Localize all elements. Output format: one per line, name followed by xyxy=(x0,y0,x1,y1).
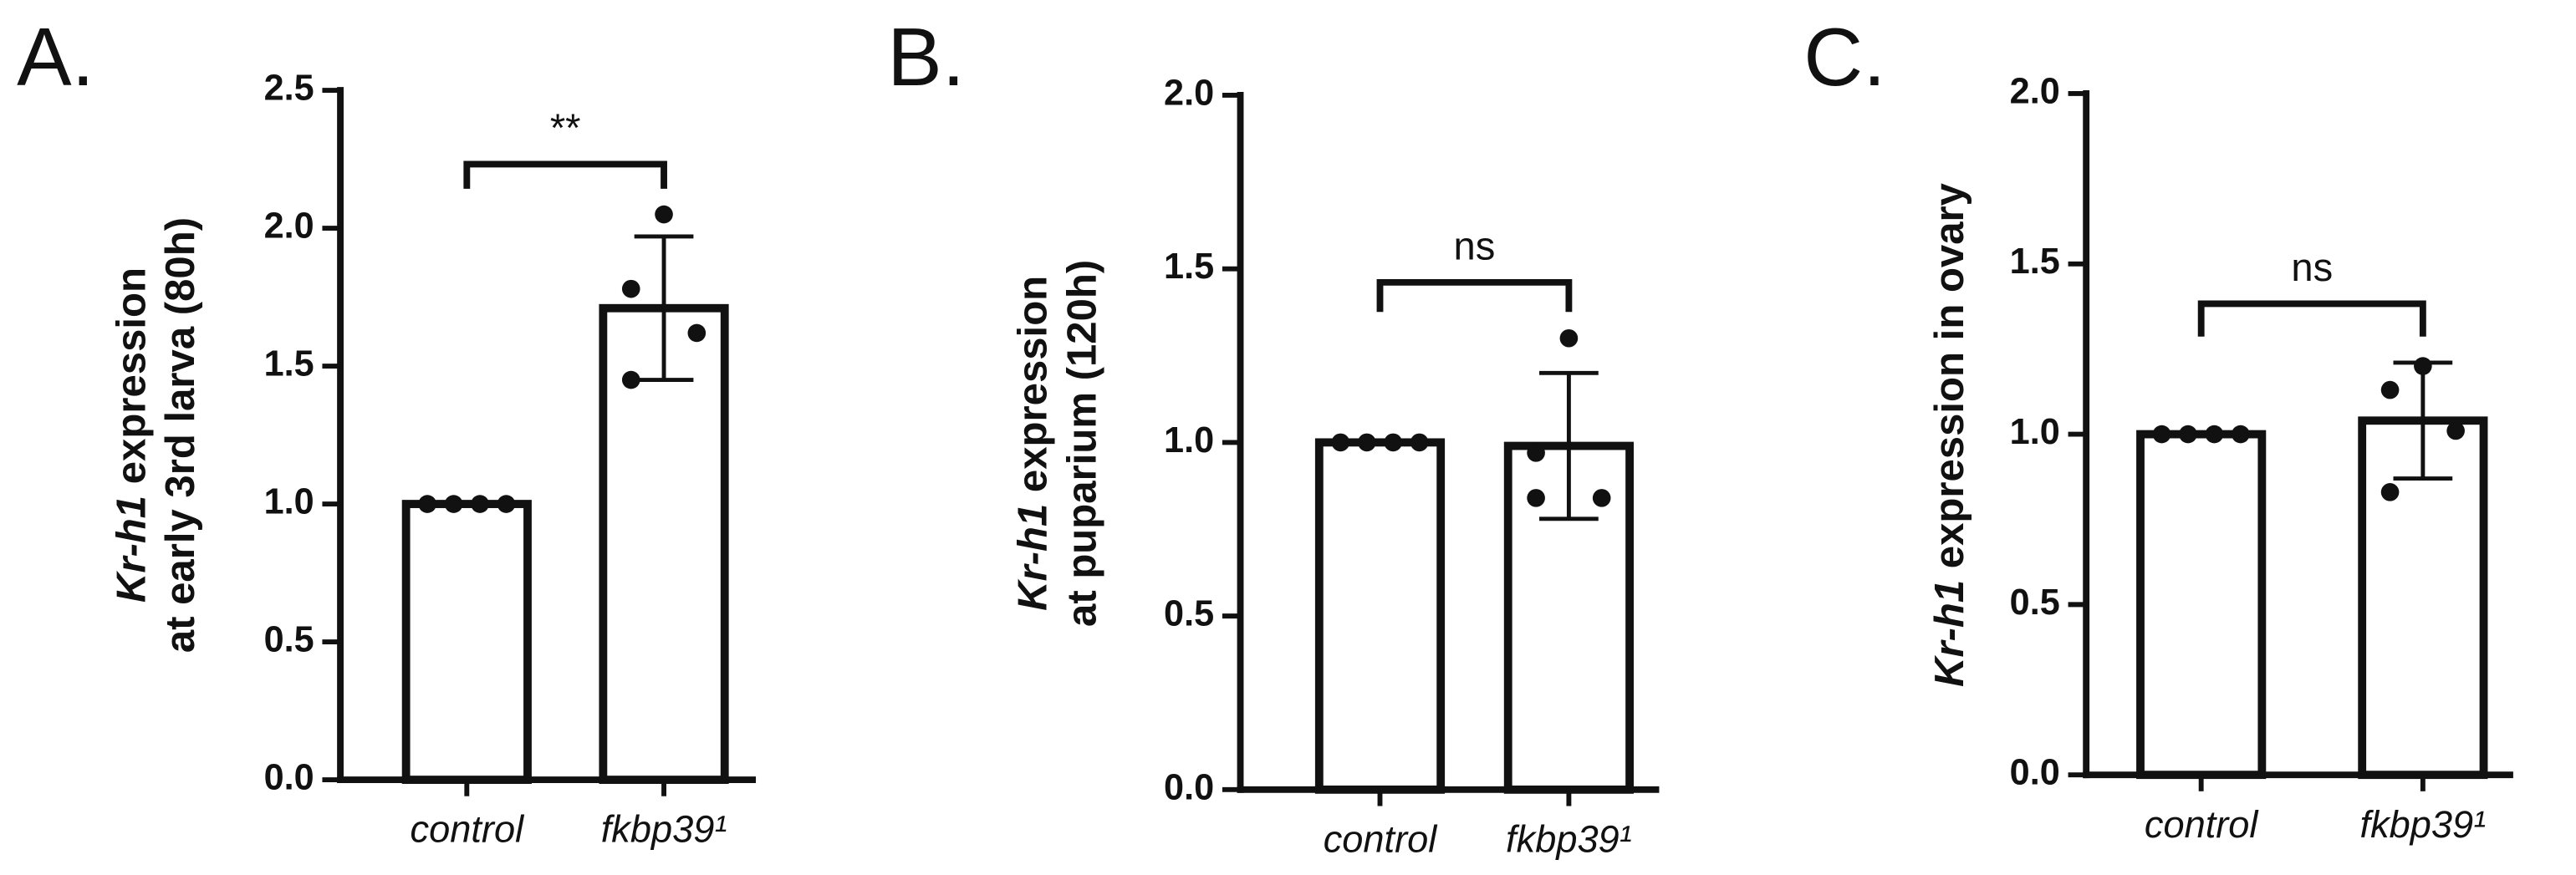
y-axis-label-text: expression xyxy=(109,267,154,496)
significance-bracket: ** xyxy=(463,105,667,189)
significance-label: ** xyxy=(550,105,581,150)
data-point xyxy=(1331,433,1350,452)
y-tick-label: 2.5 xyxy=(264,68,314,108)
panel-label: B. xyxy=(887,11,965,103)
y-tick-label: 2.0 xyxy=(2010,71,2060,111)
data-point xyxy=(2232,425,2250,444)
x-tick-label: control xyxy=(2145,803,2260,846)
y-axis-label-italic: Kr-h1 xyxy=(1011,504,1056,611)
y-tick-label: 1.0 xyxy=(264,481,314,521)
y-tick-label: 1.0 xyxy=(2010,412,2060,452)
data-point xyxy=(418,495,436,513)
x-tick-label: fkbp39¹ xyxy=(601,808,727,851)
y-tick-label: 0.0 xyxy=(2010,753,2060,793)
y-axis-label: Kr-h1 expression in ovary xyxy=(1927,182,1972,687)
y-axis-label-italic: Kr-h1 xyxy=(1927,580,1972,687)
bracket-line xyxy=(463,160,667,189)
data-point xyxy=(2152,425,2171,444)
y-tick-label: 1.5 xyxy=(1164,247,1214,287)
data-point xyxy=(2414,357,2432,375)
bar xyxy=(401,500,532,784)
y-tick-label: 0.0 xyxy=(264,757,314,797)
data-point xyxy=(621,370,640,389)
x-tick-label: fkbp39¹ xyxy=(1506,817,1632,860)
data-point xyxy=(1559,328,1579,348)
panel-label: C. xyxy=(1803,11,1885,103)
data-point xyxy=(2179,425,2197,444)
x-tick-label: control xyxy=(411,808,526,851)
data-point xyxy=(1592,489,1611,507)
y-tick-label: 2.0 xyxy=(1164,73,1214,113)
data-point xyxy=(2205,425,2224,444)
y-axis-label: at puparium (120h) xyxy=(1060,260,1105,627)
data-point xyxy=(1357,433,1376,452)
y-axis-label-italic: Kr-h1 xyxy=(109,496,154,603)
bar xyxy=(1314,438,1446,794)
error-bar xyxy=(634,234,694,383)
y-axis-label: Kr-h1 expression xyxy=(109,267,154,603)
data-point xyxy=(2380,483,2400,501)
y-tick-label: 1.0 xyxy=(1164,420,1214,460)
data-point xyxy=(2380,380,2400,399)
y-axis-label: Kr-h1 expression xyxy=(1011,276,1056,611)
y-axis-label-text: expression xyxy=(1011,276,1056,504)
x-tick-label: control xyxy=(1324,817,1439,860)
significance-bracket: ns xyxy=(1376,223,1573,313)
bar xyxy=(2136,430,2267,780)
y-axis-label-text: expression in ovary xyxy=(1927,182,1972,579)
significance-bracket: ns xyxy=(2197,245,2426,337)
data-point xyxy=(444,495,463,513)
panel-label: A. xyxy=(17,11,94,103)
significance-label: ns xyxy=(2291,245,2333,289)
y-tick-label: 2.0 xyxy=(264,206,314,246)
data-point xyxy=(1384,433,1403,452)
y-tick-label: 0.0 xyxy=(1164,767,1214,807)
y-tick-label: 1.5 xyxy=(264,343,314,384)
bracket-line xyxy=(1376,278,1573,313)
y-tick-label: 0.5 xyxy=(264,619,314,659)
data-point xyxy=(1527,489,1545,507)
significance-label: ns xyxy=(1454,223,1496,267)
bracket-line xyxy=(2197,300,2426,337)
data-point xyxy=(621,279,640,298)
data-point xyxy=(655,205,673,224)
data-point xyxy=(1410,433,1429,452)
data-point xyxy=(687,323,706,343)
data-point xyxy=(471,495,489,513)
data-point xyxy=(2446,421,2465,440)
data-point xyxy=(497,495,516,513)
y-axis-label: at early 3rd larva (80h) xyxy=(158,217,203,653)
data-point xyxy=(1527,444,1545,462)
error-bar xyxy=(1539,370,1599,521)
y-tick-label: 0.5 xyxy=(2010,582,2060,623)
y-tick-label: 1.5 xyxy=(2010,242,2060,282)
x-tick-label: fkbp39¹ xyxy=(2360,803,2487,846)
y-tick-label: 0.5 xyxy=(1164,594,1214,634)
